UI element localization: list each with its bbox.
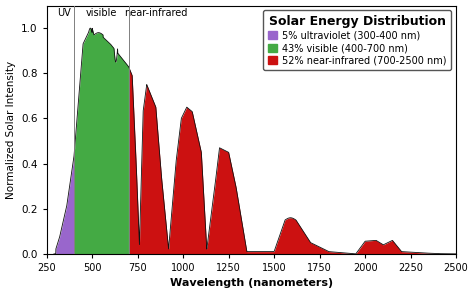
X-axis label: Wavelength (nanometers): Wavelength (nanometers): [170, 278, 333, 288]
Text: visible: visible: [85, 8, 117, 18]
Text: UV: UV: [57, 8, 71, 18]
Text: near-infrared: near-infrared: [124, 8, 188, 18]
Legend: 5% ultraviolet (300-400 nm), 43% visible (400-700 nm), 52% near-infrared (700-25: 5% ultraviolet (300-400 nm), 43% visible…: [264, 10, 451, 71]
Y-axis label: Normalized Solar Intensity: Normalized Solar Intensity: [6, 61, 16, 199]
